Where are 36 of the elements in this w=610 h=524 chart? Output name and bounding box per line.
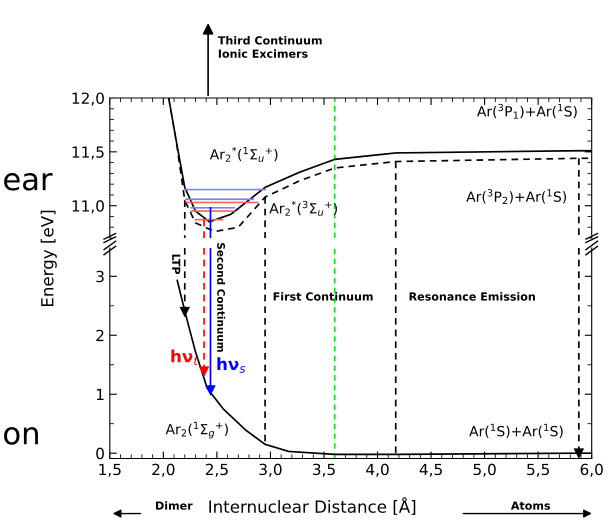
y-tick-label: 12,0	[72, 92, 104, 106]
x-tick-label: 2,0	[152, 464, 174, 477]
annotation: Ar($^{1}$S)+Ar($^{1}$S)	[469, 424, 563, 438]
x-tick-label: 1,5	[99, 464, 121, 477]
y-axis-title: Energy [eV]	[40, 210, 57, 306]
annotation: Ar($^{3}$P$_{2}$)+Ar($^{1}$S)	[466, 189, 566, 204]
series-label: hν$_{t}$	[171, 350, 198, 365]
x-tick-label: 5,0	[474, 464, 496, 477]
text: Dimer	[156, 501, 193, 510]
annotation: Second Continuum	[217, 243, 226, 352]
text: Atoms	[510, 502, 550, 510]
x-tick-label: 3,5	[312, 464, 335, 477]
y-tick-label: 1	[96, 388, 104, 400]
text: Third Continuum Ionic Excimers	[218, 36, 322, 58]
x-tick-label: 5,5	[527, 464, 549, 477]
text: Ar$_{2}$$^{*}$($^{1}$Σ$_{u}$$^{+}$)	[210, 146, 278, 162]
x-tick-label: 6,0	[580, 464, 603, 477]
series-label: Ar$_{2}$($^{1}$Σ$_{g}$$^{+}$)	[166, 422, 228, 438]
x-axis-title: Internuclear Distance [Å]	[209, 497, 416, 515]
x-tick-label: 2,5	[206, 464, 228, 477]
y-tick-label: 11,5	[72, 146, 104, 160]
text: Ar$_{2}$$^{*}$($^{3}$Σ$_{u}$$^{+}$)	[269, 200, 337, 216]
series-label: hν$_{s}$	[217, 357, 246, 373]
text: LTP	[172, 254, 180, 274]
text: ear	[4, 173, 53, 191]
annotation: Ar($^{3}$P$_{1}$)+Ar($^{1}$S)	[477, 104, 577, 119]
y-tick-label: 3	[96, 270, 104, 282]
x-tick-label: 3,0	[259, 464, 282, 477]
annotation: First Continuum	[274, 292, 373, 301]
text: on	[4, 427, 38, 445]
y-tick-label: 11,0	[72, 200, 104, 214]
x-tick-label: 4,0	[366, 464, 389, 477]
y-tick-label: 2	[96, 330, 104, 342]
x-tick-label: 4,5	[420, 464, 442, 477]
annotation: Resonance Emission	[410, 292, 535, 301]
y-tick-label: 0	[96, 448, 104, 460]
